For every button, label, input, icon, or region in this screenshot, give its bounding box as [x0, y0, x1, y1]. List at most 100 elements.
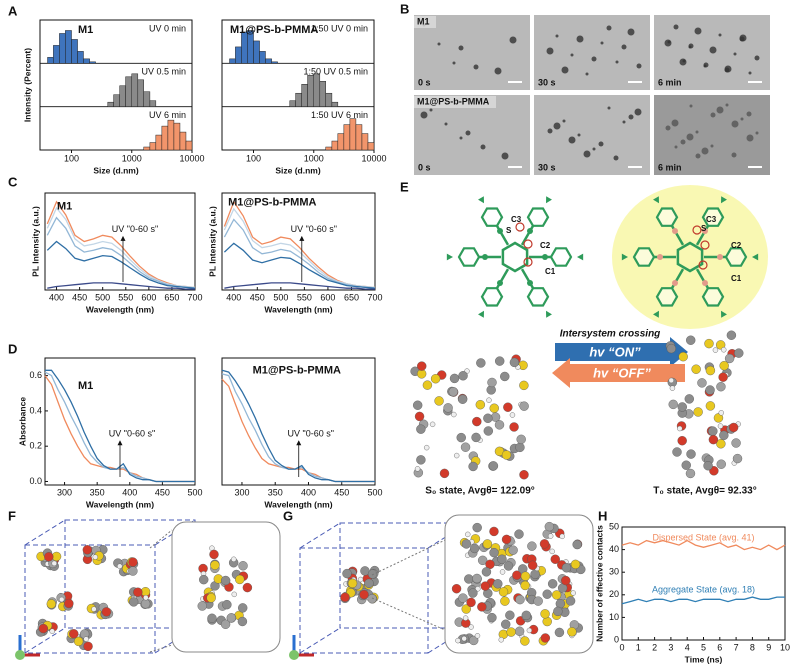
annotation-arrowhead [120, 235, 126, 241]
data-line [46, 240, 196, 289]
panel-label: E [400, 179, 409, 194]
atom-ball [506, 627, 516, 637]
atom-ball [342, 568, 352, 579]
atom-ball [117, 563, 123, 569]
end-group [653, 310, 659, 318]
atom-ball [461, 635, 467, 642]
atom-ball [498, 587, 509, 597]
particle [509, 36, 517, 44]
chart-title: M1 [78, 24, 93, 36]
particle [725, 103, 729, 107]
atom-ball [92, 554, 98, 560]
sim-box-edge [24, 519, 66, 546]
atom-ball [533, 596, 543, 606]
plot-frame [221, 357, 376, 486]
atom-ball [483, 426, 494, 436]
particle [420, 111, 428, 119]
atom-ball [489, 403, 499, 413]
x-tick-label: 300 [234, 487, 249, 497]
row-label: M1 [417, 16, 430, 26]
particle [724, 65, 732, 73]
x-tick-label: 3 [668, 642, 673, 652]
atom-ball [672, 447, 682, 457]
atom-ball [133, 587, 143, 597]
x-tick-label: 700 [367, 292, 382, 302]
atom-ball [487, 612, 497, 623]
histogram-bar [265, 58, 272, 64]
x-axis-label: Time (ns) [685, 654, 723, 664]
sulfur-atom [672, 228, 678, 235]
x-tick-label: 550 [118, 292, 133, 302]
end-group [721, 310, 727, 318]
x-tick-label: 1 [636, 642, 641, 652]
time-label: 30 s [538, 162, 556, 172]
atom-ball [101, 607, 112, 617]
atom-ball [527, 560, 538, 570]
atom-highlight [692, 225, 702, 235]
y-tick-label: 30 [609, 567, 619, 577]
particle [459, 136, 463, 140]
panel-label: D [8, 341, 17, 356]
particle [740, 117, 744, 121]
off-arrow [552, 358, 685, 388]
atom-ball [497, 554, 507, 564]
particle [562, 119, 566, 123]
sulfur-atom [497, 279, 503, 286]
histogram-bar [313, 73, 321, 107]
atom-ball [471, 432, 481, 443]
atom-ball [542, 589, 552, 599]
y-tick-label: 0.6 [29, 370, 42, 380]
histogram-bar [307, 75, 315, 107]
atom-ball [231, 556, 237, 562]
atom-highlight [515, 222, 525, 232]
data-line [223, 242, 376, 289]
atom-ball [422, 380, 433, 390]
on-label: hv “ON” [589, 344, 641, 359]
atom-ball [728, 422, 739, 433]
row-label: M1@PS-b-PMMA [417, 96, 490, 106]
y-axis-label: Intensity (Percent) [22, 48, 32, 122]
phenyl-ring [701, 287, 725, 307]
histogram-bar [53, 45, 60, 64]
x-tick-label: 650 [164, 292, 179, 302]
atom-ball [49, 628, 55, 634]
x-axis-label: Wavelength (nm) [264, 304, 332, 314]
end-group [446, 253, 453, 261]
atom-ball [481, 567, 492, 577]
atom-ball [551, 590, 562, 600]
atom-ball [550, 554, 560, 564]
atom-ball [521, 610, 531, 621]
phenyl-ring [526, 207, 550, 227]
particle [710, 144, 714, 148]
row-label: 1:50 UV 0 min [311, 23, 368, 33]
atom-ball [367, 594, 377, 604]
x-tick-label: 550 [297, 292, 312, 302]
atom-ball [69, 629, 79, 639]
process-label: Intersystem crossing [560, 329, 661, 340]
particle [665, 125, 671, 131]
particle [682, 59, 686, 63]
atom-ball [540, 633, 551, 643]
data-line [47, 282, 195, 290]
particle [755, 131, 759, 135]
atom-ball [46, 599, 57, 609]
atom-ball [462, 615, 469, 621]
atom-ball [530, 569, 540, 579]
atom-ball [197, 601, 207, 611]
atom-ball [472, 573, 482, 584]
y-tick-label: 50 [609, 521, 619, 531]
atom-ball [570, 590, 576, 596]
atom-ball [666, 343, 676, 354]
x-tick-label: 100 [246, 153, 261, 163]
label-bg [414, 96, 496, 108]
atom-ball [519, 380, 529, 391]
particle [494, 67, 502, 75]
atom-ball [716, 459, 726, 469]
atom-ball [488, 461, 499, 471]
particle [688, 43, 694, 49]
atom-ball [460, 442, 471, 452]
atom-ball [434, 396, 444, 406]
particle [671, 119, 679, 127]
phenyl-ring [724, 247, 748, 267]
atom-ball [724, 353, 735, 364]
